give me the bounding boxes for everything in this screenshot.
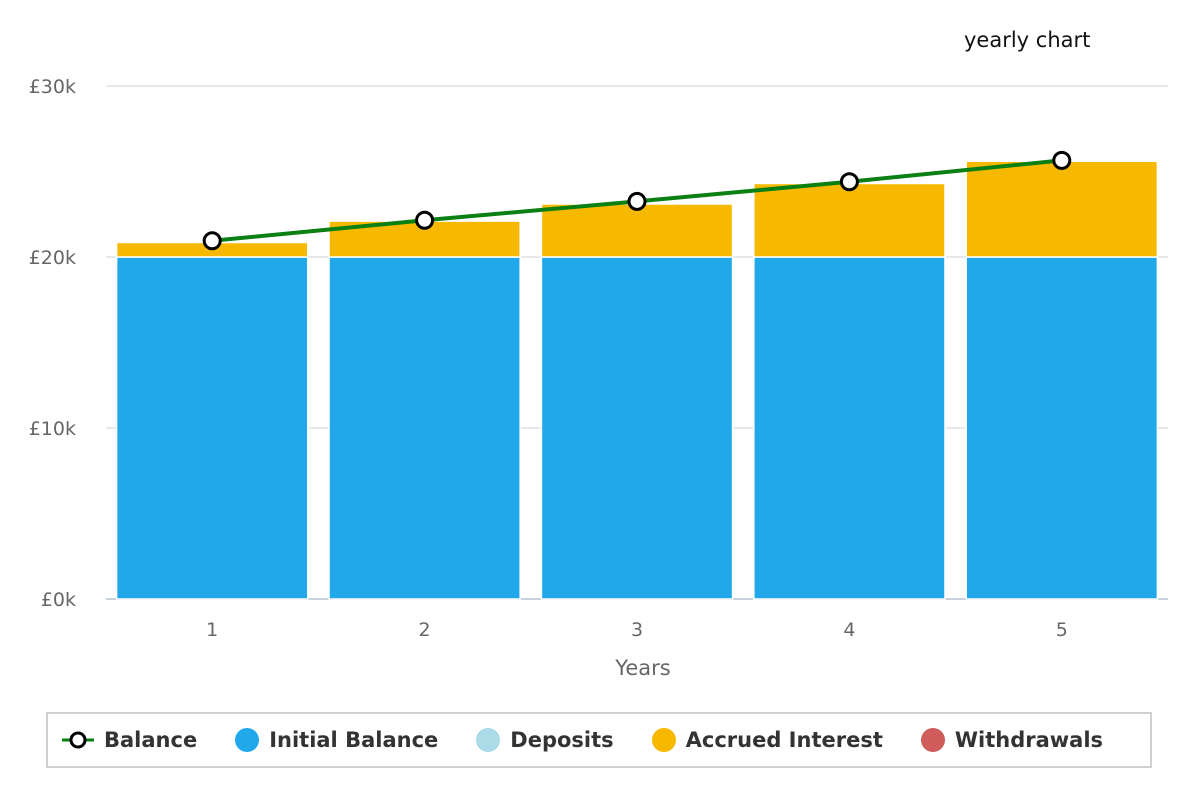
initial-balance-swatch-icon (235, 728, 260, 752)
bar-initial-balance-1 (115, 256, 309, 600)
bar-accrued-interest-3 (540, 203, 734, 258)
balance-point-4 (839, 172, 859, 192)
legend-label-initial-balance: Initial Balance (269, 728, 439, 752)
bar-initial-balance-5 (965, 256, 1159, 600)
legend-label-accrued-interest: Accrued Interest (685, 728, 883, 752)
y-tick-label-1: £10k (29, 418, 76, 440)
chart-title: yearly chart (964, 28, 1091, 52)
y-tick-label-3: £30k (29, 76, 76, 98)
bar-initial-balance-2 (328, 256, 521, 600)
legend-label-balance: Balance (104, 728, 198, 752)
balance-line-marker-icon (62, 731, 94, 749)
x-tick-label-3: 3 (631, 619, 643, 641)
legend-item-withdrawals[interactable]: Withdrawals (920, 728, 1104, 752)
accrued-interest-swatch-icon (651, 728, 676, 752)
yearly-chart: £0k £10k £20k £30k 1 2 3 4 5 Years (29, 76, 1168, 680)
bar-accrued-interest-5 (965, 160, 1159, 258)
bar-accrued-interest-4 (753, 182, 946, 258)
deposits-swatch-icon (476, 728, 501, 752)
legend-item-accrued-interest[interactable]: Accrued Interest (651, 728, 883, 752)
legend-item-deposits[interactable]: Deposits (476, 728, 614, 752)
balance-point-5 (1052, 150, 1072, 170)
x-tick-label-5: 5 (1056, 619, 1068, 641)
y-tick-label-0: £0k (41, 589, 76, 611)
x-tick-label-2: 2 (419, 619, 431, 641)
y-tick-label-2: £20k (29, 247, 76, 269)
x-tick-label-1: 1 (206, 619, 218, 641)
balance-point-2 (415, 210, 435, 230)
bar-initial-balance-3 (540, 256, 734, 600)
x-axis-title: Years (614, 656, 670, 680)
balance-point-1 (202, 231, 222, 251)
legend-item-initial-balance[interactable]: Initial Balance (235, 728, 438, 752)
balance-point-3 (627, 191, 647, 211)
legend-label-withdrawals: Withdrawals (954, 728, 1104, 752)
chart-legend: Balance Initial Balance Deposits Accrued… (46, 712, 1152, 768)
legend-item-balance[interactable]: Balance (62, 728, 197, 752)
bar-initial-balance-4 (753, 256, 946, 600)
x-tick-label-4: 4 (843, 619, 855, 641)
legend-label-deposits: Deposits (510, 728, 614, 752)
withdrawals-swatch-icon (920, 728, 945, 752)
